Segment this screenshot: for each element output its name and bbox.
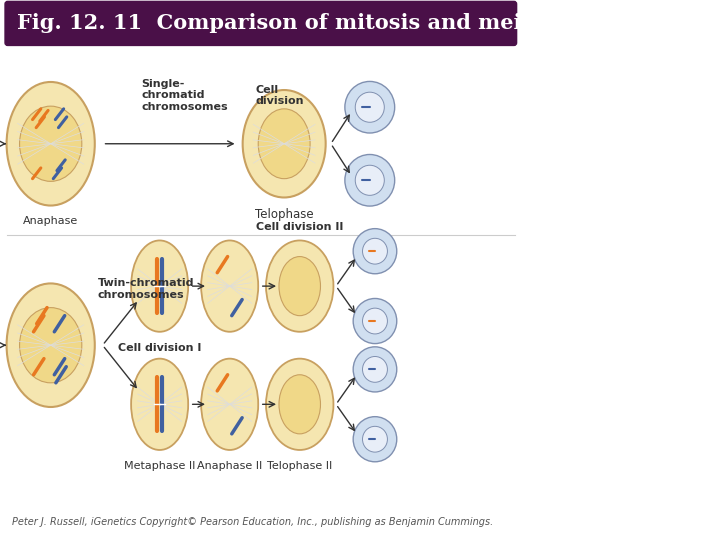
Circle shape — [355, 165, 384, 195]
Ellipse shape — [266, 359, 333, 450]
Text: Peter J. Russell, iGenetics Copyright© Pearson Education, Inc., publishing as Be: Peter J. Russell, iGenetics Copyright© P… — [12, 517, 493, 527]
Circle shape — [362, 356, 387, 382]
Text: Anaphase: Anaphase — [23, 217, 78, 226]
Ellipse shape — [131, 240, 188, 332]
Circle shape — [354, 417, 397, 462]
Ellipse shape — [6, 82, 95, 206]
Text: Cell
division: Cell division — [256, 85, 304, 106]
Circle shape — [345, 82, 395, 133]
Text: Fig. 12. 11  Comparison of mitosis and meiosis in a diploid cell: Fig. 12. 11 Comparison of mitosis and me… — [17, 14, 720, 33]
Circle shape — [354, 299, 397, 343]
Circle shape — [362, 427, 387, 452]
Circle shape — [362, 238, 387, 264]
Ellipse shape — [201, 240, 258, 332]
Ellipse shape — [243, 90, 325, 198]
Circle shape — [355, 92, 384, 122]
Ellipse shape — [6, 284, 95, 407]
FancyBboxPatch shape — [5, 2, 517, 45]
Ellipse shape — [279, 256, 320, 316]
Circle shape — [362, 308, 387, 334]
Text: Twin-chromatid
chromosomes: Twin-chromatid chromosomes — [97, 278, 194, 300]
Circle shape — [354, 228, 397, 274]
Text: Metaphase II: Metaphase II — [124, 461, 195, 471]
Ellipse shape — [258, 109, 310, 179]
Text: Telophase: Telophase — [255, 208, 313, 221]
Text: Cell division II: Cell division II — [256, 222, 343, 232]
Circle shape — [354, 347, 397, 392]
Text: Anaphase II: Anaphase II — [197, 461, 262, 471]
Ellipse shape — [279, 375, 320, 434]
Ellipse shape — [19, 106, 82, 181]
Ellipse shape — [201, 359, 258, 450]
Text: Cell division I: Cell division I — [118, 342, 202, 353]
Ellipse shape — [131, 359, 188, 450]
Text: Single-
chromatid
chromosomes: Single- chromatid chromosomes — [142, 79, 228, 112]
Circle shape — [345, 154, 395, 206]
Ellipse shape — [266, 240, 333, 332]
Text: Telophase II: Telophase II — [267, 461, 333, 471]
Ellipse shape — [19, 308, 82, 383]
